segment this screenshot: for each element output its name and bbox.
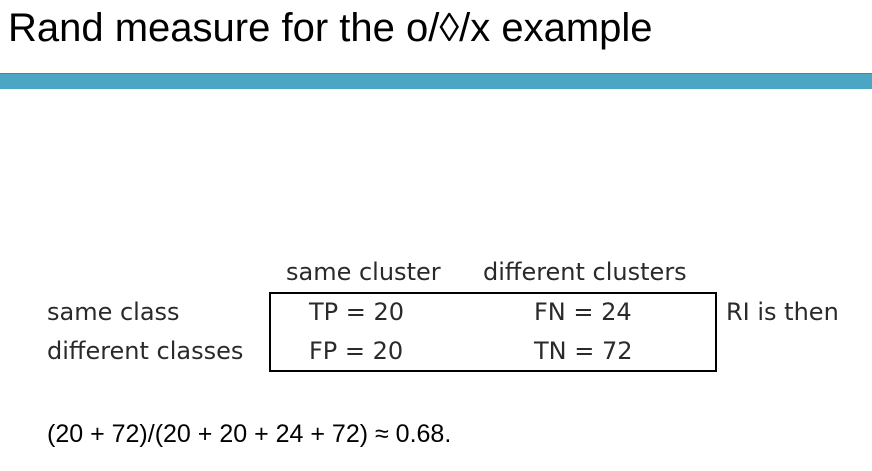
title-divider-bar: [0, 73, 872, 89]
row-header-same-class: same class: [47, 298, 180, 326]
row-header-different-classes: different classes: [47, 337, 244, 365]
contingency-table-box: [269, 292, 717, 372]
cell-false-positive: FP = 20: [309, 337, 404, 365]
ri-label: RI is then: [726, 298, 839, 326]
column-header-different-clusters: different clusters: [483, 258, 687, 286]
column-header-same-cluster: same cluster: [286, 258, 441, 286]
cell-true-negative: TN = 72: [534, 337, 633, 365]
slide-title: Rand measure for the o/◊/x example: [8, 6, 653, 50]
cell-false-negative: FN = 24: [534, 298, 632, 326]
rand-index-formula: (20 + 72)/(20 + 20 + 24 + 72) ≈ 0.68.: [47, 420, 452, 448]
cell-true-positive: TP = 20: [309, 298, 405, 326]
